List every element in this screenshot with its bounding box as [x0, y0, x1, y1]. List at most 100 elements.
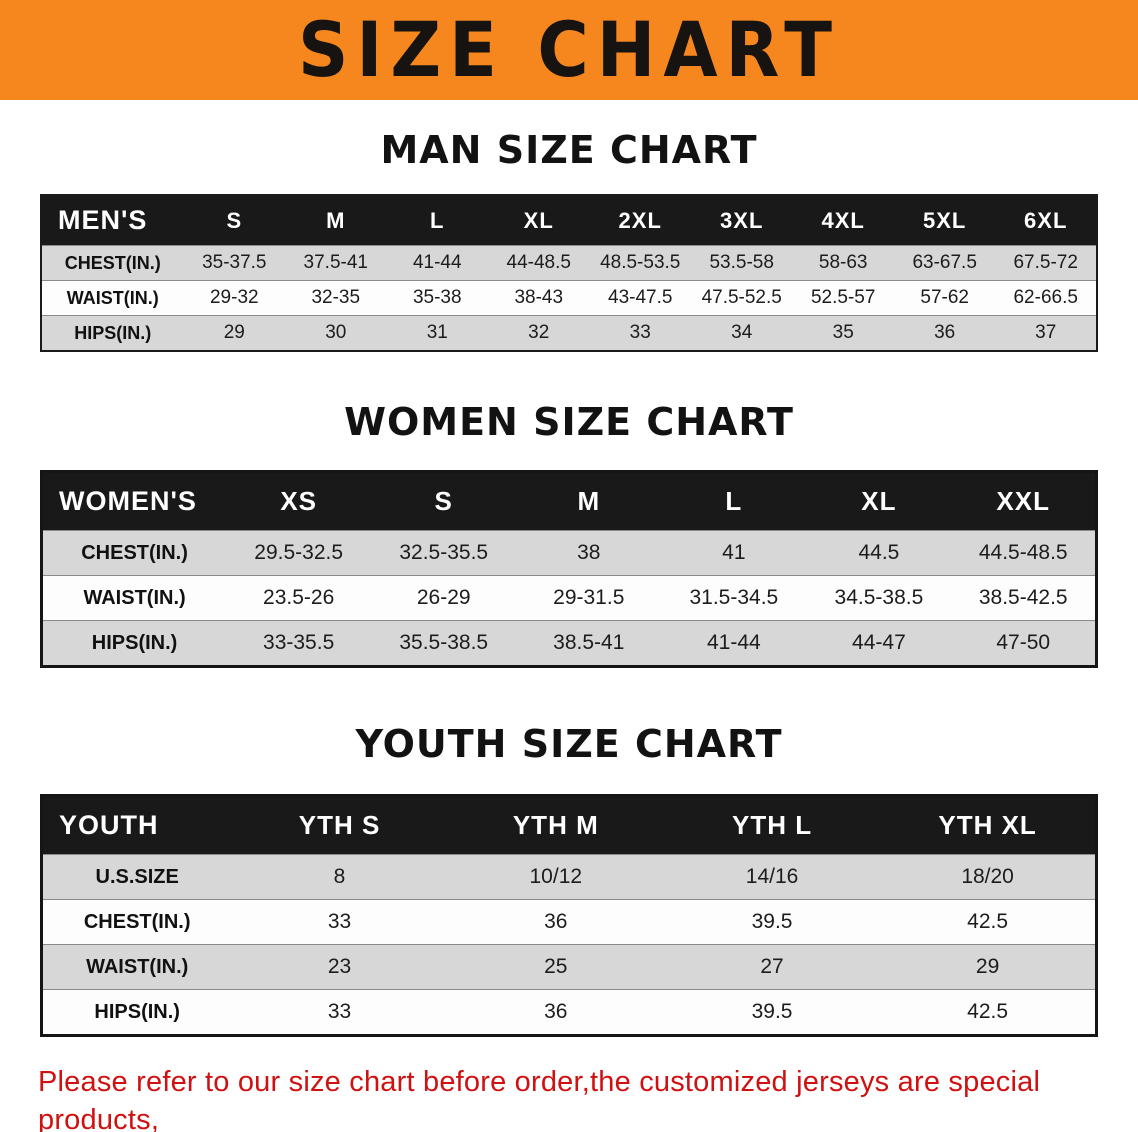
- women-size-section: WOMEN SIZE CHART WOMEN'S XS S M L XL XXL CHEST(…: [0, 400, 1138, 668]
- table-row: CHEST(IN.) 29.5-32.5 32.5-35.5 38 41 44.5 44.5…: [41, 530, 1097, 576]
- value-cell: 44.5-48.5: [978, 541, 1068, 564]
- value-cell: 41: [722, 541, 746, 564]
- row-label-cell: HIPS(IN.): [91, 631, 178, 654]
- banner: SIZE CHART: [0, 0, 1138, 100]
- value-cell: 62-66.5: [1013, 287, 1078, 308]
- table-header-row: MEN'S S M L XL 2XL 3XL 4XL 5XL 6XL: [41, 195, 1097, 246]
- size-header-cell: M: [285, 195, 387, 246]
- size-header-cell: S: [183, 195, 286, 246]
- size-header-cell: 2XL: [589, 195, 691, 246]
- size-header-cell: XL: [488, 195, 590, 246]
- value-cell: 44-47: [852, 631, 906, 654]
- value-cell: 53.5-58: [709, 252, 774, 273]
- size-header-cell: XXL: [951, 471, 1097, 531]
- value-cell: 29: [223, 322, 245, 343]
- row-label-cell: U.S.SIZE: [95, 865, 179, 888]
- size-header-cell: XS: [226, 471, 372, 531]
- value-cell: 32-35: [311, 287, 361, 308]
- row-label-cell: HIPS(IN.): [74, 322, 152, 343]
- value-cell: 34: [731, 322, 753, 343]
- row-label-cell: CHEST(IN.): [81, 541, 188, 564]
- value-cell: 41-44: [412, 252, 462, 273]
- youth-section-heading: YOUTH SIZE CHART: [355, 722, 783, 766]
- value-cell: 10/12: [529, 865, 583, 888]
- value-cell: 37: [1035, 322, 1057, 343]
- table-row: HIPS(IN.) 29 30 31 32 33 34 35 36 37: [41, 315, 1097, 351]
- women-section-heading: WOMEN SIZE CHART: [344, 400, 794, 444]
- table-row: WAIST(IN.) 23.5-26 26-29 29-31.5 31.5-34.5 34…: [41, 575, 1097, 621]
- value-cell: 23: [327, 955, 352, 978]
- men-size-section: MAN SIZE CHART MEN'S S M L XL 2XL 3XL 4XL 5XL 6XL…: [0, 128, 1138, 352]
- table-row: CHEST(IN.) 35-37.5 37.5-41 41-44 44-48.5 48.5…: [41, 245, 1097, 281]
- table-row: WAIST(IN.) 29-32 32-35 35-38 38-43 43-47.5 47.…: [41, 280, 1097, 316]
- value-cell: 29-32: [209, 287, 259, 308]
- youth-size-table: YOUTH YTH S YTH M YTH L YTH XL U.S.SIZE 8 10/12…: [40, 794, 1098, 1037]
- table-row: WAIST(IN.) 23 25 27 29: [41, 944, 1097, 990]
- size-header-cell: YTH XL: [880, 795, 1097, 855]
- size-header-cell: M: [516, 471, 662, 531]
- value-cell: 44-48.5: [506, 252, 571, 273]
- table-header-row: YOUTH YTH S YTH M YTH L YTH XL: [41, 795, 1097, 855]
- value-cell: 34.5-38.5: [834, 586, 924, 609]
- value-cell: 57-62: [920, 287, 969, 308]
- value-cell: 30: [325, 322, 347, 343]
- value-cell: 33-35.5: [263, 631, 335, 654]
- value-cell: 32.5-35.5: [399, 541, 489, 564]
- value-cell: 39.5: [751, 1000, 793, 1023]
- value-cell: 38.5-42.5: [978, 586, 1068, 609]
- value-cell: 35-38: [412, 287, 462, 308]
- size-header-cell: L: [661, 471, 807, 531]
- value-cell: 43-47.5: [608, 287, 673, 308]
- value-cell: 67.5-72: [1013, 252, 1078, 273]
- value-cell: 29-31.5: [553, 586, 625, 609]
- value-cell: 33: [629, 322, 651, 343]
- value-cell: 38.5-41: [553, 631, 625, 654]
- value-cell: 26-29: [416, 586, 471, 609]
- size-header-cell: YTH L: [663, 795, 881, 855]
- size-header-cell: 4XL: [792, 195, 894, 246]
- value-cell: 38: [577, 541, 601, 564]
- value-cell: 52.5-57: [810, 287, 876, 308]
- value-cell: 58-63: [818, 252, 868, 273]
- row-label-cell: WAIST(IN.): [86, 955, 189, 978]
- disclaimer: Please refer to our size chart before or…: [38, 1063, 1138, 1132]
- table-row: U.S.SIZE 8 10/12 14/16 18/20: [41, 854, 1097, 900]
- value-cell: 8: [333, 865, 346, 888]
- row-label-cell: CHEST(IN.): [83, 910, 191, 933]
- row-label-cell: WAIST(IN.): [83, 586, 186, 609]
- value-cell: 32: [528, 322, 550, 343]
- table-row: HIPS(IN.) 33 36 39.5 42.5: [41, 989, 1097, 1036]
- table-title-cell: MEN'S: [41, 195, 184, 246]
- disclaimer-line-1: Please refer to our size chart before or…: [38, 1066, 1041, 1132]
- value-cell: 31: [426, 322, 448, 343]
- value-cell: 33: [327, 1000, 352, 1023]
- table-header-row: WOMEN'S XS S M L XL XXL: [41, 471, 1097, 531]
- value-cell: 48.5-53.5: [600, 252, 681, 273]
- men-section-heading: MAN SIZE CHART: [380, 128, 758, 172]
- size-header-cell: 5XL: [893, 195, 996, 246]
- size-header-cell: L: [386, 195, 488, 246]
- value-cell: 44.5: [858, 541, 900, 564]
- size-header-cell: YTH S: [231, 795, 448, 855]
- size-header-cell: 6XL: [995, 195, 1097, 246]
- row-label-cell: WAIST(IN.): [66, 287, 159, 308]
- value-cell: 18/20: [961, 865, 1014, 888]
- value-cell: 23.5-26: [263, 586, 335, 609]
- table-title-cell: WOMEN'S: [41, 471, 227, 531]
- table-row: HIPS(IN.) 33-35.5 35.5-38.5 38.5-41 41-44 44-…: [41, 620, 1097, 667]
- value-cell: 36: [934, 322, 956, 343]
- value-cell: 25: [544, 955, 568, 978]
- value-cell: 47-50: [996, 631, 1051, 654]
- value-cell: 39.5: [751, 910, 793, 933]
- value-cell: 36: [544, 910, 568, 933]
- row-label-cell: HIPS(IN.): [94, 1000, 180, 1023]
- value-cell: 47.5-52.5: [701, 287, 782, 308]
- value-cell: 63-67.5: [912, 252, 977, 273]
- youth-size-section: YOUTH SIZE CHART YOUTH YTH S YTH M YTH L YTH…: [0, 722, 1138, 1037]
- value-cell: 35: [832, 322, 854, 343]
- value-cell: 27: [760, 955, 784, 978]
- value-cell: 37.5-41: [303, 252, 368, 273]
- value-cell: 42.5: [967, 1000, 1009, 1023]
- size-header-cell: XL: [806, 471, 952, 531]
- value-cell: 41-44: [706, 631, 761, 654]
